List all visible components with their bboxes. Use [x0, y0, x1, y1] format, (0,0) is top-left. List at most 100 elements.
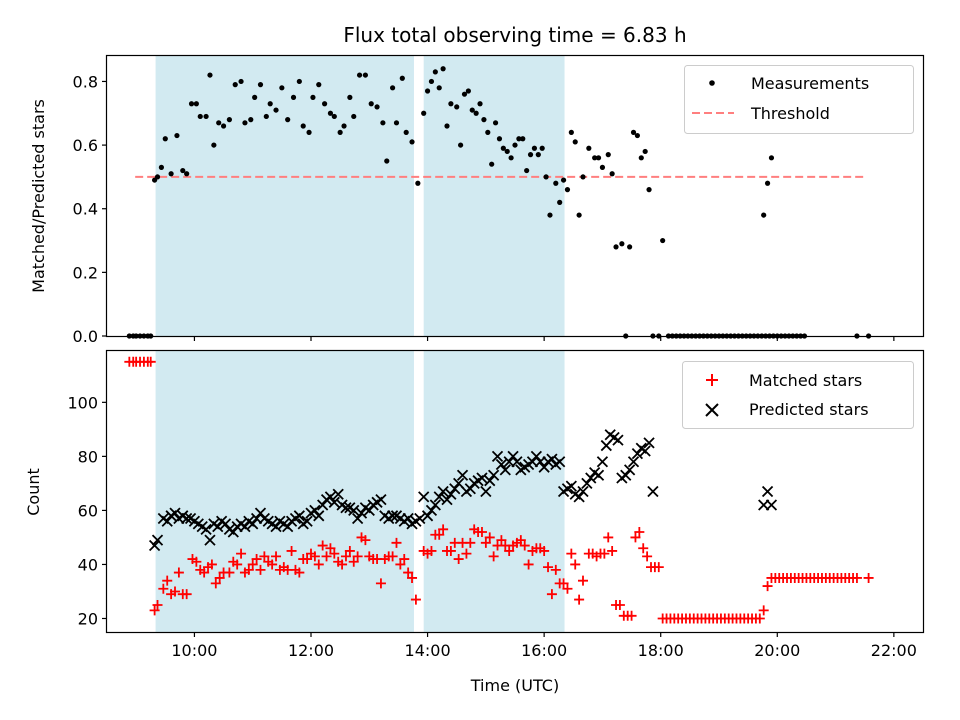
measurement-point: [267, 101, 273, 107]
matched-stars-point: [337, 559, 348, 570]
predicted-stars-point: [433, 491, 445, 503]
matched-stars-point: [626, 610, 637, 621]
matched-stars-point: [484, 532, 495, 543]
measurement-point: [421, 110, 427, 116]
predicted-stars-point: [270, 520, 282, 533]
measurement-point: [564, 187, 571, 193]
count-legend: Matched stars Predicted stars: [682, 361, 914, 429]
matched-stars-point: [519, 540, 530, 551]
predicted-stars-point: [332, 488, 344, 500]
predicted-stars-point: [309, 504, 321, 517]
predicted-stars-point: [577, 485, 589, 498]
y-tick-label: 0.2: [73, 263, 98, 282]
measurement-point: [203, 113, 209, 120]
measurement-point: [630, 129, 637, 135]
measurement-point: [520, 136, 526, 142]
predicted-stars-point: [554, 456, 566, 468]
measurement-point: [609, 171, 615, 177]
measurement-point: [351, 113, 357, 120]
predicted-stars-point: [480, 485, 492, 498]
measurement-point: [473, 110, 479, 116]
matched-stars-point: [546, 589, 557, 600]
measurement-point: [557, 199, 563, 205]
matched-stars-point: [329, 548, 340, 559]
matched-stars-point: [149, 605, 160, 616]
measurement-point: [586, 145, 592, 151]
matched-stars-point: [438, 524, 449, 535]
matched-stars-point: [391, 537, 402, 548]
matched-stars-point: [214, 572, 225, 583]
measurement-point: [547, 212, 553, 218]
measurement-point: [248, 117, 254, 123]
measurement-point: [263, 113, 269, 120]
measurement-point: [368, 101, 374, 107]
predicted-stars-point: [324, 491, 337, 503]
matched-stars-point: [236, 548, 247, 559]
y-tick-label: 100: [67, 393, 98, 412]
observing-window-2: [423, 351, 565, 632]
x-tick-label: 18:00: [638, 641, 684, 660]
y-tick-label: 0.4: [73, 200, 98, 219]
predicted-stars-point: [418, 491, 430, 503]
predicted-stars-point: [301, 515, 313, 527]
matched-stars-point: [271, 551, 282, 562]
measurement-point: [572, 139, 578, 145]
matched-stars-point: [543, 562, 554, 573]
measurement-point: [461, 91, 468, 97]
legend-matched-marker: [706, 374, 718, 386]
measurement-point: [285, 117, 291, 123]
measurement-point: [477, 101, 483, 107]
predicted-stars-point: [204, 534, 216, 546]
matched-stars-point: [410, 594, 421, 605]
measurement-point: [496, 136, 503, 142]
measurement-point: [485, 129, 491, 135]
measurement-point: [384, 158, 390, 164]
measurement-point: [207, 72, 213, 78]
measurement-point: [316, 82, 322, 88]
matched-stars-point: [210, 578, 221, 589]
predicted-stars-point: [148, 539, 161, 552]
matched-stars-point: [574, 594, 585, 605]
measurement-point: [660, 237, 666, 244]
matched-stars-point: [302, 554, 313, 565]
matched-stars-point: [653, 562, 664, 573]
matched-stars-point: [232, 559, 243, 570]
measurement-point: [226, 117, 232, 123]
matched-stars-point: [453, 554, 464, 565]
matched-stars-point: [607, 545, 618, 556]
measurement-point: [444, 123, 450, 129]
matched-stars-point: [566, 548, 577, 559]
measurement-point: [220, 123, 227, 129]
matched-stars-point: [445, 545, 456, 556]
count-axis-ticks: 10:00 12:00 14:00 16:00 18:00 20:00 22:00 20 40 6…: [67, 393, 916, 660]
predicted-stars-point: [328, 496, 340, 508]
matched-stars-point: [340, 551, 351, 562]
measurement-point: [539, 145, 545, 151]
predicted-stars-point: [212, 520, 224, 533]
matched-stars-point: [634, 527, 645, 538]
measurement-point: [642, 148, 648, 155]
measurement-point: [403, 129, 409, 135]
matched-stars-point: [851, 572, 862, 583]
measurement-point: [469, 107, 475, 113]
measurement-point: [174, 132, 180, 139]
predicted-stars-point: [612, 434, 624, 446]
measurement-point: [489, 161, 495, 167]
measurement-point: [238, 78, 244, 85]
predicted-stars-point: [546, 453, 558, 465]
measurement-point: [560, 177, 567, 183]
matched-stars-point: [325, 543, 336, 554]
matched-stars-point: [762, 581, 773, 592]
measurement-point: [638, 155, 644, 161]
measurement-point: [279, 85, 285, 91]
matched-stars-point: [461, 548, 472, 559]
measurement-point: [322, 101, 328, 107]
ratio-y-axis-title: Matched/Predicted stars: [29, 99, 48, 293]
predicted-stars-point: [765, 499, 778, 511]
measurement-point: [543, 174, 549, 180]
predicted-stars-point: [239, 520, 251, 533]
matched-stars-point: [614, 599, 625, 610]
measurement-point: [300, 123, 306, 129]
measurement-point: [306, 129, 312, 135]
measurement-point: [599, 164, 606, 170]
